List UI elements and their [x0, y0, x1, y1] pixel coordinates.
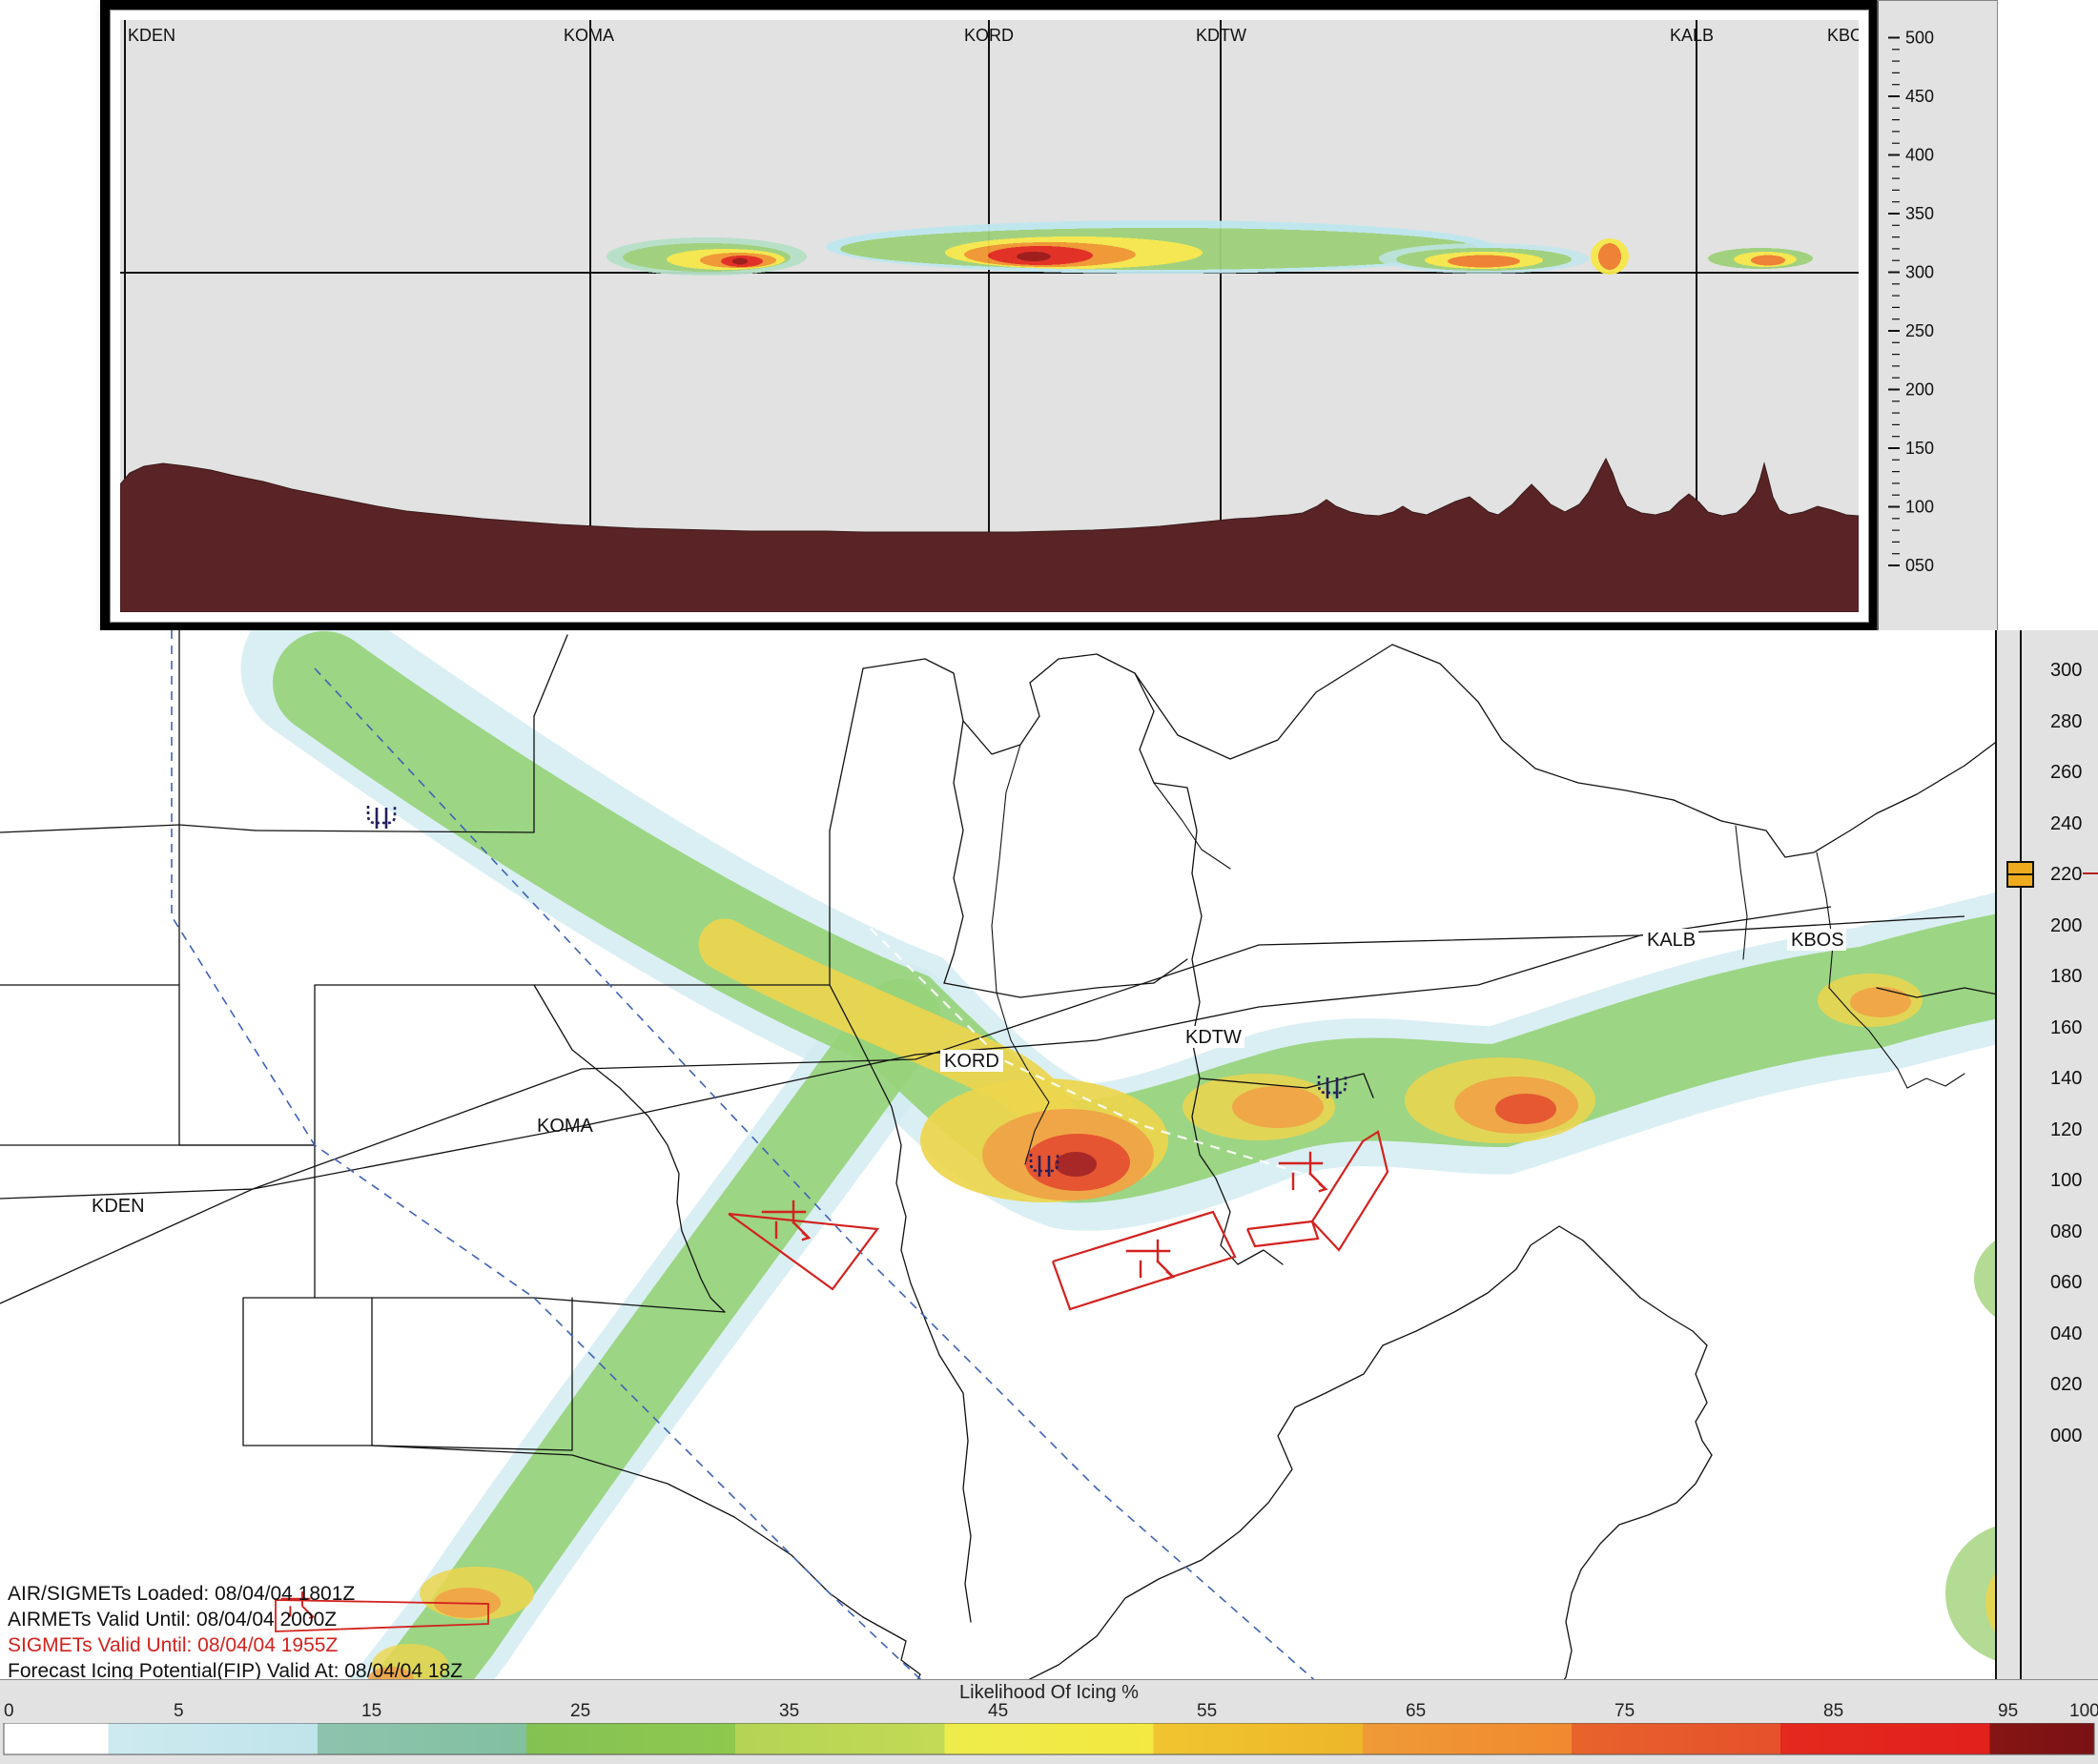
svg-text:060: 060 [2050, 1272, 2082, 1293]
svg-text:KORD: KORD [944, 1051, 999, 1072]
svg-text:020: 020 [2050, 1374, 2082, 1395]
svg-text:100: 100 [1905, 498, 1934, 517]
svg-text:050: 050 [1905, 556, 1934, 575]
svg-text:300: 300 [1905, 263, 1934, 282]
svg-text:500: 500 [1905, 29, 1934, 48]
svg-text:160: 160 [2050, 1017, 2082, 1038]
svg-text:KDEN: KDEN [92, 1196, 145, 1217]
svg-text:150: 150 [1905, 439, 1934, 458]
svg-text:SIGMETs Valid Until: 08/04/04: SIGMETs Valid Until: 08/04/04 1955Z [8, 1634, 338, 1656]
svg-text:180: 180 [2050, 966, 2082, 987]
svg-text:200: 200 [1905, 380, 1934, 400]
svg-text:100: 100 [2050, 1170, 2082, 1191]
svg-text:000: 000 [2050, 1426, 2082, 1446]
svg-text:Forecast Icing Potential(FIP): Forecast Icing Potential(FIP) Valid At: … [8, 1660, 463, 1679]
svg-text:080: 080 [2050, 1221, 2082, 1242]
svg-text:140: 140 [2050, 1068, 2082, 1089]
svg-text:300: 300 [2050, 660, 2082, 681]
svg-text:350: 350 [1905, 204, 1934, 223]
svg-text:250: 250 [1905, 321, 1934, 340]
svg-text:120: 120 [2050, 1119, 2082, 1140]
svg-text:KBOS: KBOS [1791, 930, 1844, 951]
svg-text:280: 280 [2050, 711, 2082, 732]
svg-text:AIR/SIGMETs Loaded: 08/04/04 1: AIR/SIGMETs Loaded: 08/04/04 1801Z [8, 1583, 355, 1605]
svg-text:200: 200 [2050, 915, 2082, 936]
svg-text:450: 450 [1905, 87, 1934, 106]
svg-text:240: 240 [2050, 813, 2082, 834]
svg-text:KALB: KALB [1647, 930, 1696, 951]
svg-text:KOMA: KOMA [537, 1116, 594, 1137]
svg-text:040: 040 [2050, 1323, 2082, 1344]
svg-text:220: 220 [2050, 864, 2082, 885]
svg-text:KDTW: KDTW [1185, 1027, 1242, 1048]
svg-text:260: 260 [2050, 762, 2082, 783]
svg-text:AIRMETs Valid Until: 08/04/04: AIRMETs Valid Until: 08/04/04 2000Z [8, 1609, 337, 1631]
svg-text:400: 400 [1905, 146, 1934, 165]
